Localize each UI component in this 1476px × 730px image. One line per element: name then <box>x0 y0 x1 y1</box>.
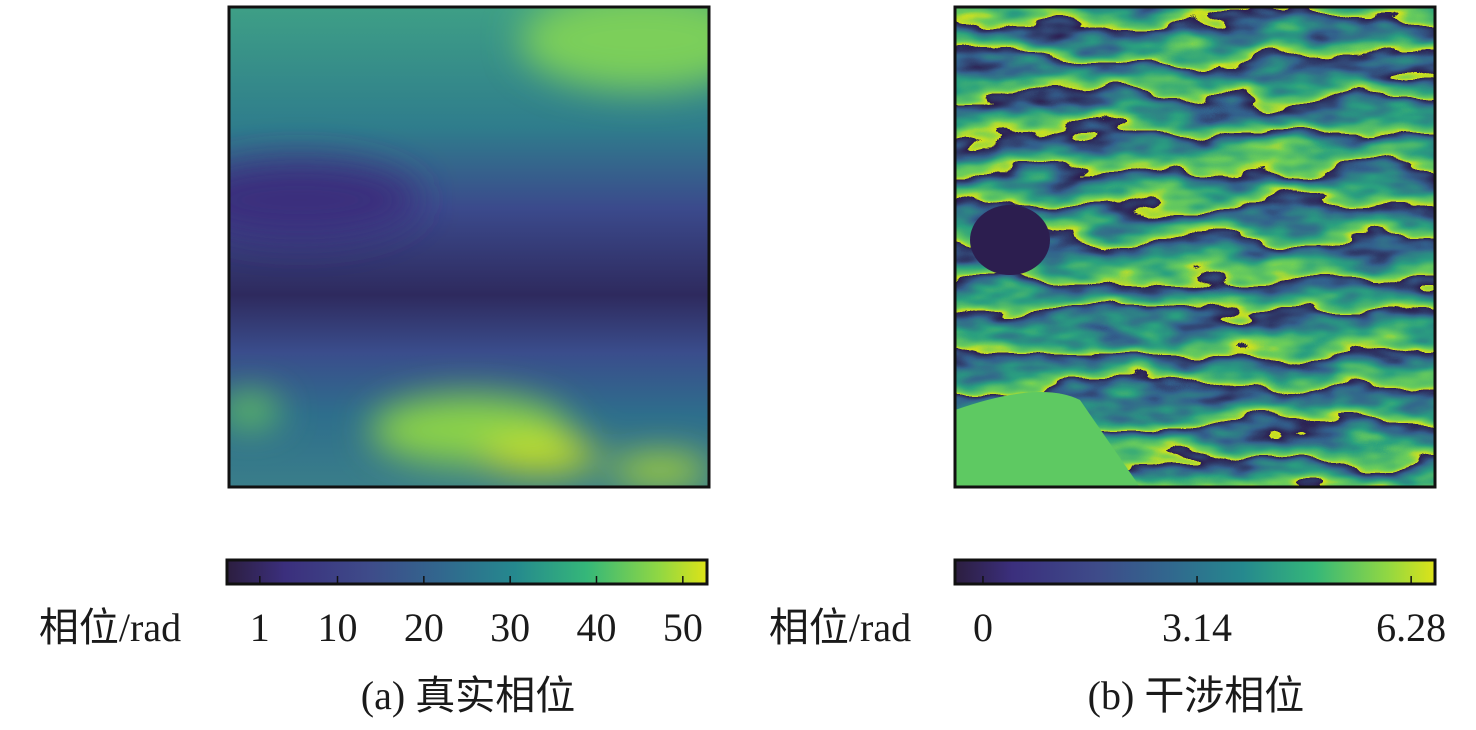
colorbar-tick-label: 30 <box>490 605 530 650</box>
heatmap-image <box>229 7 709 487</box>
heatmap-frame <box>227 5 711 489</box>
colorbar <box>225 558 709 586</box>
colorbar-tick-label: 20 <box>404 605 444 650</box>
colorbar-label: 相位/rad <box>769 605 911 650</box>
colorbar-tick-label: 0 <box>973 605 993 650</box>
colorbar-tick-label: 50 <box>663 605 703 650</box>
heatmap-frame <box>953 5 1437 489</box>
colorbar-tick-label: 6.28 <box>1376 605 1446 650</box>
colorbar-tick-label: 1 <box>250 605 270 650</box>
colorbar-tick-label: 10 <box>318 605 358 650</box>
panel-caption: (a) 真实相位 <box>361 673 575 718</box>
panel-caption: (b) 干涉相位 <box>1088 673 1305 718</box>
colorbar-label: 相位/rad <box>39 605 181 650</box>
heatmap-image <box>955 7 1435 487</box>
colorbar <box>953 558 1437 586</box>
colorbar-tick-label: 3.14 <box>1162 605 1232 650</box>
colorbar-tick-label: 40 <box>576 605 616 650</box>
